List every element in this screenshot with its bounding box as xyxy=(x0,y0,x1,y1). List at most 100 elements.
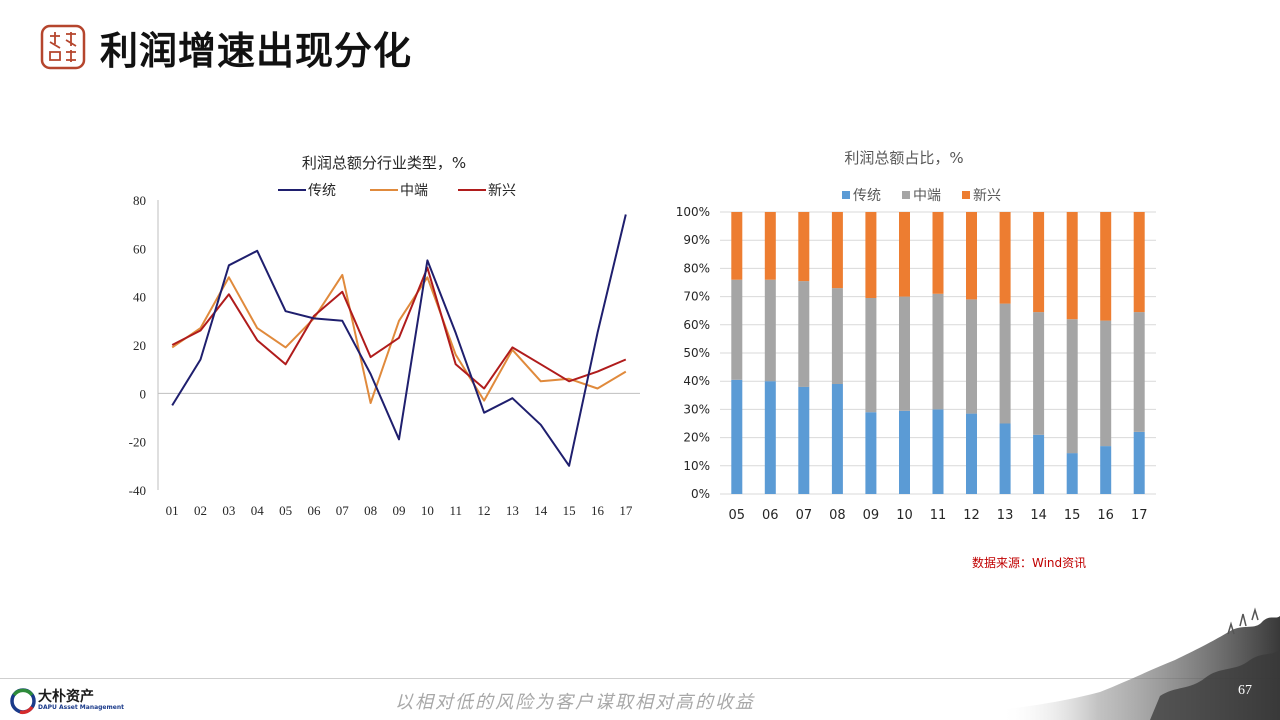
line-chart-title: 利润总额分行业类型，% xyxy=(302,154,466,172)
bar-segment-中端 xyxy=(865,298,877,413)
legend-label: 传统 xyxy=(853,188,881,204)
bar-chart-x-tick-label: 11 xyxy=(930,508,947,523)
line-chart-legend: 传统 中端 新兴 xyxy=(278,183,516,199)
bar-chart-x-tick-label: 08 xyxy=(829,508,846,523)
stacked-bar-chart: 利润总额占比，% 传统 中端 新兴 0% 10% 20% 30% 40% 50% 60% 70% 8… xyxy=(676,149,1156,523)
bar-chart-y-tick-label: 100% xyxy=(676,205,710,219)
ink-landscape-decoration xyxy=(1000,607,1280,720)
line-chart-x-tick-label: 09 xyxy=(393,503,406,518)
line-chart-x-tick-label: 04 xyxy=(251,503,265,518)
line-chart-x-tick-label: 02 xyxy=(194,503,207,518)
bar-segment-中端 xyxy=(999,303,1011,424)
bar-segment-传统 xyxy=(764,381,776,494)
line-chart-x-tick-label: 17 xyxy=(619,503,633,518)
legend-swatch-中端 xyxy=(902,191,910,199)
bar-segment-传统 xyxy=(798,386,810,494)
bar-chart-y-tick-label: 90% xyxy=(683,233,710,247)
bar-segment-传统 xyxy=(999,423,1011,494)
bar-chart-y-tick-label: 30% xyxy=(683,402,710,416)
bar-chart-x-tick-label: 06 xyxy=(762,508,779,523)
bar-segment-新兴 xyxy=(1133,212,1145,313)
bar-segment-传统 xyxy=(1033,434,1045,494)
bar-segment-传统 xyxy=(899,410,910,494)
seal-logo xyxy=(40,24,86,70)
bar-chart-y-tick-label: 0% xyxy=(691,487,710,501)
dapu-logo xyxy=(10,688,36,715)
line-chart-y-tick-label: 60 xyxy=(133,241,146,256)
bar-segment-新兴 xyxy=(865,212,877,298)
bar-segment-新兴 xyxy=(798,212,810,282)
bar-chart-y-tick-label: 50% xyxy=(683,346,710,360)
line-chart-x-tick-label: 16 xyxy=(591,503,605,518)
legend-label: 中端 xyxy=(400,183,428,199)
line-chart-x-tick-label: 11 xyxy=(449,503,462,518)
line-chart-y-tick-label: 80 xyxy=(133,193,146,208)
bar-chart-y-tick-label: 10% xyxy=(683,459,710,473)
bar-segment-新兴 xyxy=(932,212,944,294)
bar-chart-y-tick-label: 20% xyxy=(683,431,710,445)
legend-swatch-新兴 xyxy=(962,191,970,199)
bar-segment-传统 xyxy=(1066,453,1078,494)
bar-chart-y-tick-label: 40% xyxy=(683,374,710,388)
bar-chart-x-tick-label: 10 xyxy=(896,508,913,523)
bar-segment-中端 xyxy=(1133,312,1145,432)
bar-segment-中端 xyxy=(798,281,810,387)
data-source-note: 数据来源：Wind资讯 xyxy=(972,556,1087,570)
page-title: 利润增速出现分化 xyxy=(100,29,413,73)
line-chart-x-tick-label: 12 xyxy=(478,503,491,518)
bar-segment-中端 xyxy=(764,279,776,382)
bar-chart-title: 利润总额占比，% xyxy=(844,149,963,167)
bar-segment-传统 xyxy=(966,413,977,494)
line-chart-x-tick-label: 10 xyxy=(421,503,434,518)
line-chart-y-tick-label: -20 xyxy=(129,435,146,450)
bar-segment-中端 xyxy=(1100,320,1112,447)
page-number: 67 xyxy=(1238,683,1252,698)
bar-chart-legend: 传统 中端 新兴 xyxy=(842,188,1001,204)
bar-segment-新兴 xyxy=(999,212,1011,304)
bar-segment-传统 xyxy=(1133,432,1145,494)
line-chart-x-tick-label: 14 xyxy=(534,503,548,518)
bar-segment-新兴 xyxy=(831,212,843,289)
line-chart-x-tick-label: 07 xyxy=(336,503,350,518)
bar-segment-新兴 xyxy=(966,212,977,300)
bar-chart-y-tick-label: 70% xyxy=(683,290,710,304)
bar-segment-新兴 xyxy=(899,212,910,297)
line-chart-x-tick-label: 05 xyxy=(279,503,292,518)
bar-chart-x-tick-label: 17 xyxy=(1131,508,1148,523)
line-chart-y-tick-label: 20 xyxy=(133,338,146,353)
line-chart-x-tick-label: 13 xyxy=(506,503,519,518)
bar-segment-中端 xyxy=(966,299,977,414)
bar-chart-x-tick-label: 14 xyxy=(1030,508,1047,523)
bar-segment-中端 xyxy=(932,293,944,410)
line-chart-y-tick-label: 0 xyxy=(140,386,147,401)
bar-chart-x-tick-label: 13 xyxy=(997,508,1014,523)
line-series-中端 xyxy=(171,273,627,404)
line-chart-y-tick-label: 40 xyxy=(133,290,146,305)
bar-chart-x-tick-label: 07 xyxy=(796,508,813,523)
line-series-新兴 xyxy=(171,266,627,390)
legend-label: 传统 xyxy=(308,183,336,199)
bar-segment-新兴 xyxy=(1066,212,1078,320)
bar-chart-y-tick-label: 80% xyxy=(683,261,710,275)
bar-segment-新兴 xyxy=(731,212,743,280)
bar-chart-y-tick-label: 60% xyxy=(683,318,710,332)
bar-segment-新兴 xyxy=(764,212,776,280)
line-chart: 利润总额分行业类型，% 传统 中端 新兴 80 60 40 20 0 -20 -40 01 02 0… xyxy=(129,154,640,518)
line-series-传统 xyxy=(171,214,627,467)
bar-segment-传统 xyxy=(731,379,743,494)
bar-segment-传统 xyxy=(831,384,843,494)
bar-segment-传统 xyxy=(932,409,944,494)
bar-segment-中端 xyxy=(731,279,743,380)
footer-slogan: 以相对低的风险为客户谋取相对高的收益 xyxy=(395,692,755,713)
line-chart-x-tick-label: 15 xyxy=(563,503,576,518)
brand-name-cn: 大朴资产 xyxy=(38,689,94,705)
line-chart-y-tick-label: -40 xyxy=(129,483,146,498)
line-chart-x-tick-label: 06 xyxy=(307,503,321,518)
bar-chart-x-tick-label: 09 xyxy=(863,508,880,523)
bar-segment-中端 xyxy=(899,296,910,411)
bar-segment-传统 xyxy=(1100,446,1112,494)
brand-name-en: DAPU Asset Management xyxy=(38,704,124,711)
legend-label: 中端 xyxy=(913,188,941,204)
bar-segment-新兴 xyxy=(1100,212,1112,321)
bar-segment-新兴 xyxy=(1033,212,1045,313)
